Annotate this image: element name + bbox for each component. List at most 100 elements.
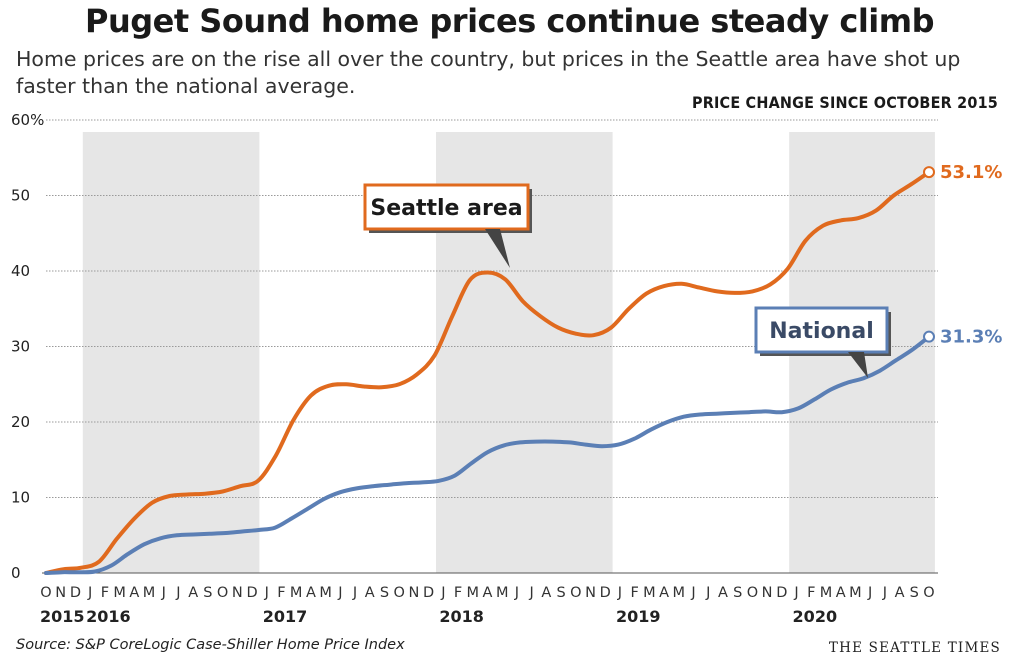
x-tick-label: N <box>55 585 66 601</box>
x-tick-label: M <box>319 585 332 601</box>
callout-label: Seattle area <box>370 196 522 221</box>
x-tick-label: M <box>467 585 480 601</box>
x-tick-label: J <box>337 585 342 601</box>
callout-box <box>363 183 530 231</box>
y-tick-label: 20 <box>11 413 30 431</box>
callout-box <box>754 306 889 354</box>
year-label: 2019 <box>616 607 661 626</box>
national-callout: National <box>754 306 891 378</box>
year-label: 2015 <box>40 607 85 626</box>
x-tick-label: M <box>849 585 862 601</box>
x-tick-label: A <box>836 585 846 601</box>
x-tick-label: J <box>705 585 710 601</box>
x-tick-label: D <box>600 585 611 601</box>
x-tick-label: D <box>246 585 257 601</box>
x-tick-label: S <box>733 585 742 601</box>
x-tick-label: M <box>673 585 686 601</box>
x-tick-label: N <box>408 585 419 601</box>
y-tick-label: 60% <box>11 111 44 129</box>
x-tick-label: A <box>365 585 375 601</box>
seattle-area-callout: Seattle area <box>363 183 532 268</box>
seattle-area-endpoint <box>923 166 935 179</box>
x-tick-label: M <box>143 585 156 601</box>
x-tick-label: J <box>617 585 622 601</box>
x-tick-label: J <box>161 585 166 601</box>
x-tick-label: A <box>129 585 139 601</box>
source-note: Source: S&P CoreLogic Case-Shiller Home … <box>16 637 405 653</box>
gridlines <box>42 119 938 574</box>
x-tick-label: M <box>820 585 833 601</box>
chart-subtitle: Home prices are on the rise all over the… <box>16 47 961 98</box>
x-tick-label: F <box>807 585 815 601</box>
national-endpoint <box>923 330 935 343</box>
x-tick-label: O <box>217 585 228 601</box>
x-tick-label: D <box>70 585 81 601</box>
y-tick-label: 40 <box>11 262 30 280</box>
x-tick-label: J <box>882 585 887 601</box>
x-tick-label: O <box>923 585 934 601</box>
x-tick-label: D <box>423 585 434 601</box>
x-tick-label: M <box>113 585 126 601</box>
x-tick-label: J <box>87 585 92 601</box>
x-tick-label: N <box>762 585 773 601</box>
x-tick-label: F <box>277 585 285 601</box>
x-tick-label: J <box>175 585 180 601</box>
y-tick-label: 50 <box>11 187 30 205</box>
seattle-area-line <box>44 170 931 575</box>
x-axis-year-labels: 2015 2016 2017 2018 2019 2020 <box>40 607 837 626</box>
y-tick-label: 10 <box>11 489 30 507</box>
national-line <box>44 334 931 575</box>
x-tick-label: O <box>747 585 758 601</box>
x-tick-label: A <box>188 585 198 601</box>
year-label: 2018 <box>439 607 484 626</box>
x-tick-label: J <box>514 585 519 601</box>
x-tick-label: A <box>659 585 669 601</box>
x-tick-label: S <box>556 585 565 601</box>
x-tick-label: S <box>203 585 212 601</box>
x-tick-label: F <box>101 585 109 601</box>
x-tick-label: A <box>718 585 728 601</box>
callout-pointer <box>848 352 868 378</box>
x-tick-label: M <box>290 585 303 601</box>
x-tick-label: A <box>306 585 316 601</box>
x-tick-label: J <box>264 585 269 601</box>
year-label: 2020 <box>793 607 838 626</box>
x-tick-label: S <box>380 585 389 601</box>
x-tick-label: J <box>690 585 695 601</box>
x-tick-label: N <box>585 585 596 601</box>
y-axis-labels: 0 10 20 30 40 50 60% <box>11 111 44 582</box>
publisher-credit: THE SEATTLE TIMES <box>828 640 1001 656</box>
x-tick-label: J <box>352 585 357 601</box>
x-tick-label: J <box>867 585 872 601</box>
x-tick-label: D <box>776 585 787 601</box>
national-end-label: 31.3% <box>940 327 1002 348</box>
x-tick-label: F <box>454 585 462 601</box>
seattle-area-end-label: 53.1% <box>940 162 1002 183</box>
callouts: Seattle area National <box>363 183 891 378</box>
callout-label: National <box>769 319 873 344</box>
y-tick-label: 30 <box>11 338 30 356</box>
unit-label: PRICE CHANGE SINCE OCTOBER 2015 <box>691 93 998 112</box>
x-tick-label: J <box>793 585 798 601</box>
x-tick-label: A <box>541 585 551 601</box>
chart-title: Puget Sound home prices continue steady … <box>85 2 935 40</box>
x-tick-label: S <box>910 585 919 601</box>
y-tick-label: 0 <box>11 564 21 582</box>
x-tick-label: M <box>643 585 656 601</box>
series-lines <box>44 166 935 575</box>
year-band <box>82 132 260 573</box>
x-tick-label: N <box>232 585 243 601</box>
year-label: 2016 <box>86 607 131 626</box>
x-tick-label: J <box>440 585 445 601</box>
x-tick-label: O <box>40 585 51 601</box>
x-tick-label: A <box>483 585 493 601</box>
x-tick-label: J <box>529 585 534 601</box>
year-label: 2017 <box>263 607 308 626</box>
x-tick-label: O <box>570 585 581 601</box>
x-tick-label: M <box>496 585 509 601</box>
x-tick-label: O <box>393 585 404 601</box>
callout-pointer <box>485 229 510 268</box>
end-labels: 53.1% 31.3% <box>940 162 1002 348</box>
